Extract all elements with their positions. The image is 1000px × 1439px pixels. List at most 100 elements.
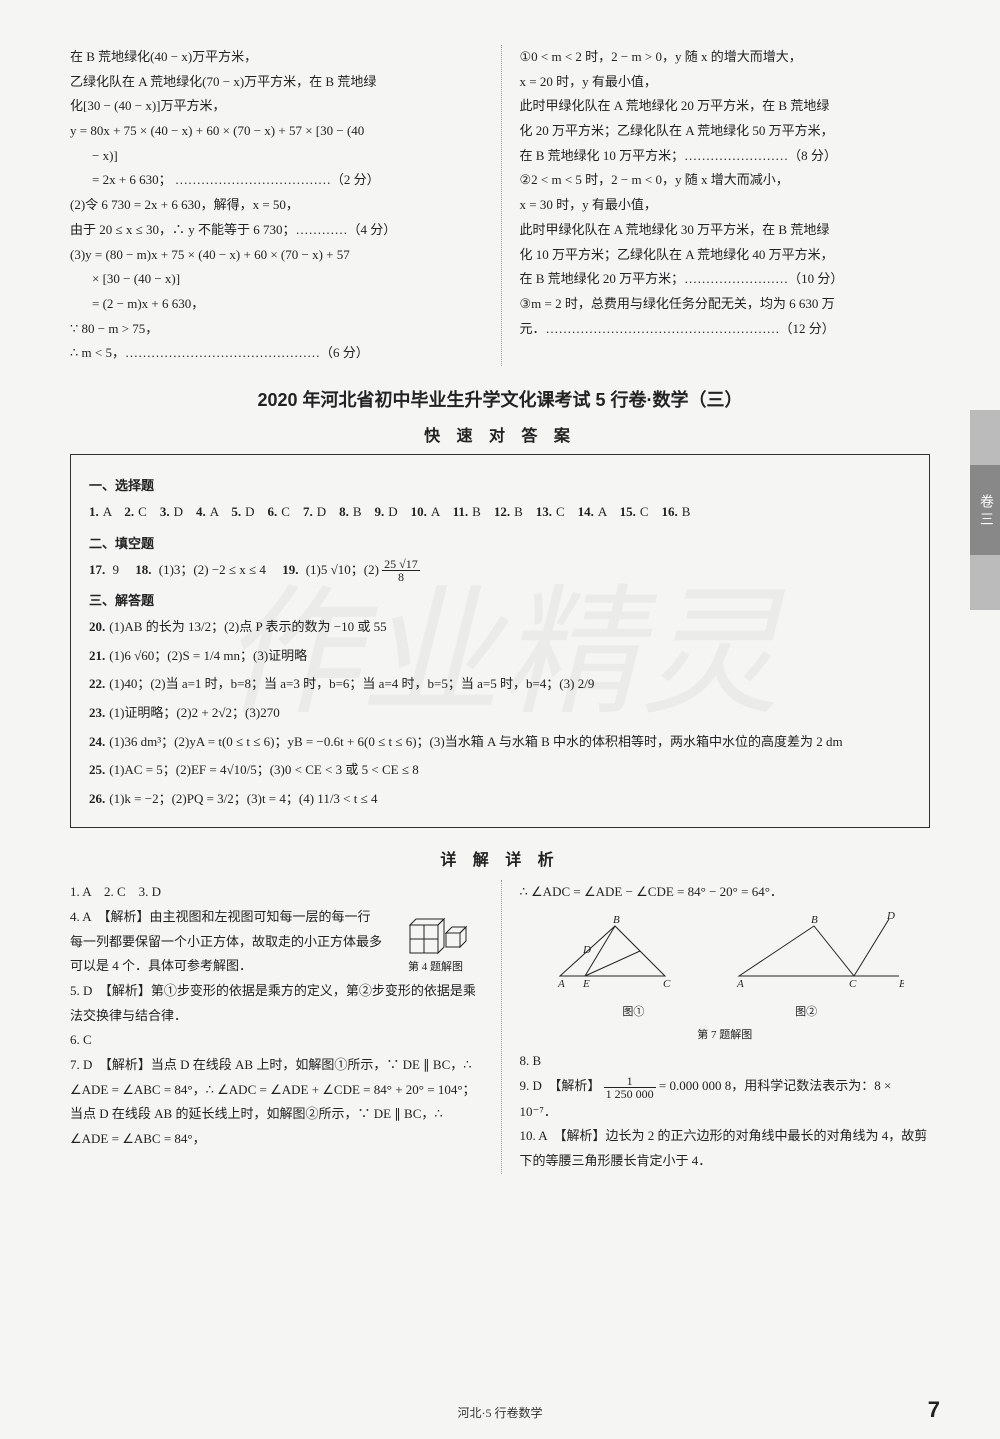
line: = (2 − m)x + 6 630，: [70, 292, 481, 317]
q-num: 6.: [268, 504, 278, 519]
mc-answer: A: [431, 504, 453, 519]
detail-columns: 1. A 2. C 3. D 第 4 题解图: [70, 880, 930, 1173]
line: ①0 < m < 2 时，2 − m > 0，y 随 x 的增大而增大，: [520, 45, 931, 70]
svg-text:A: A: [557, 978, 565, 990]
quick-answer-box: 作业精灵 一、选择题 1.A 2.C 3.D 4.A 5.D 6.C 7.D 8…: [70, 454, 930, 828]
q-num: 8.: [339, 504, 349, 519]
solve-25: 25.(1)AC = 5；(2)EF = 4√10/5；(3)0 < CE < …: [89, 756, 911, 785]
tab-segment: [970, 555, 1000, 610]
fraction: 1 1 250 000: [604, 1075, 656, 1100]
line: ②2 < m < 5 时，2 − m < 0，y 随 x 增大而减小，: [520, 168, 931, 193]
mc-answer: A: [210, 504, 232, 519]
side-tab: 卷 三: [970, 410, 1000, 620]
line: 6. C: [70, 1028, 481, 1053]
solve-20: 20.(1)AB 的长为 13/2；(2)点 P 表示的数为 −10 或 55: [89, 613, 911, 642]
line: ∴ ∠ADC = ∠ADE − ∠CDE = 84° − 20° = 64°．: [520, 880, 931, 905]
line: ∴ m < 5，………………………………………（6 分）: [70, 341, 481, 366]
main-title: 2020 年河北省初中毕业生升学文化课考试 5 行卷·数学（三）: [70, 386, 930, 412]
solve-21: 21.(1)6 √60；(2)S = 1/4 mn；(3)证明略: [89, 642, 911, 671]
q-num: 17.: [89, 562, 105, 577]
line: x = 20 时，y 有最小值，: [520, 70, 931, 95]
svg-text:D: D: [886, 911, 895, 922]
q-num: 1.: [89, 504, 99, 519]
triangle-diagram-2-icon: A C E B D: [724, 911, 904, 991]
mc-answer: C: [640, 504, 662, 519]
mc-answer: D: [174, 504, 196, 519]
detail-right-col: ∴ ∠ADC = ∠ADE − ∠CDE = 84° − 20° = 64°． …: [501, 880, 931, 1173]
line: 化 10 万平方米；乙绿化队在 A 荒地绿化 40 万平方米，: [520, 243, 931, 268]
fraction: 25 √17 8: [382, 558, 420, 583]
line: 此时甲绿化队在 A 荒地绿化 20 万平方米，在 B 荒地绿: [520, 94, 931, 119]
solve-23: 23.(1)证明略；(2)2 + 2√2；(3)270: [89, 699, 911, 728]
line: 8. B: [520, 1049, 931, 1074]
mc-answer: D: [388, 504, 410, 519]
tab-label: 卷 三: [970, 465, 1000, 555]
detail-left-col: 1. A 2. C 3. D 第 4 题解图: [70, 880, 481, 1173]
tab-segment: [970, 410, 1000, 465]
top-left-col: 在 B 荒地绿化(40 − x)万平方米， 乙绿化队在 A 荒地绿化(70 − …: [70, 45, 481, 366]
q-num: 16.: [662, 504, 678, 519]
solve-22: 22.(1)40；(2)当 a=1 时，b=8；当 a=3 时，b=6；当 a=…: [89, 670, 911, 699]
q-num: 9.: [375, 504, 385, 519]
mc-answer: B: [682, 504, 704, 519]
page-number: 7: [928, 1397, 940, 1423]
line: 化[30 − (40 − x)]万平方米，: [70, 94, 481, 119]
solve-26: 26.(1)k = −2；(2)PQ = 3/2；(3)t = 4；(4) 11…: [89, 785, 911, 814]
line: 9. D 【解析】 1 1 250 000 = 0.000 000 8，用科学记…: [520, 1074, 931, 1124]
line: (2)令 6 730 = 2x + 6 630，解得，x = 50，: [70, 193, 481, 218]
q-num: 11.: [453, 504, 469, 519]
q-num: 13.: [536, 504, 552, 519]
svg-text:B: B: [811, 914, 818, 926]
line: 1. A 2. C 3. D: [70, 880, 481, 905]
q-num: 18.: [135, 562, 151, 577]
line: 7. D 【解析】当点 D 在线段 AB 上时，如解图①所示，∵ DE ∥ BC…: [70, 1053, 481, 1152]
q-num: 12.: [494, 504, 510, 519]
q-num: 7.: [303, 504, 313, 519]
top-right-col: ①0 < m < 2 时，2 − m > 0，y 随 x 的增大而增大， x =…: [501, 45, 931, 366]
line: 此时甲绿化队在 A 荒地绿化 30 万平方米，在 B 荒地绿: [520, 218, 931, 243]
footer-text: 河北·5 行卷数学: [0, 1404, 1000, 1421]
mc-answer: B: [472, 504, 494, 519]
mc-answer: D: [245, 504, 267, 519]
line: − x)]: [70, 144, 481, 169]
fig-caption: 第 4 题解图: [408, 961, 463, 973]
solve-24: 24.(1)36 dm³；(2)yA = t(0 ≤ t ≤ 6)；yB = −…: [89, 728, 911, 757]
line: = 2x + 6 630； ………………………………（2 分）: [70, 168, 481, 193]
line: 由于 20 ≤ x ≤ 30，∴ y 不能等于 6 730；…………（4 分）: [70, 218, 481, 243]
fig7-caption: 第 7 题解图: [520, 1025, 931, 1046]
mc-answer: D: [317, 504, 339, 519]
figure-7: A E C D B A C E B D 图① 图②: [520, 911, 931, 1045]
svg-text:D: D: [582, 944, 591, 956]
q-num: 15.: [620, 504, 636, 519]
ans: 9: [113, 562, 120, 577]
q-num: 4.: [196, 504, 206, 519]
fig7-sublabels: 图① 图②: [520, 1002, 931, 1023]
line: (3)y = (80 − m)x + 75 × (40 − x) + 60 × …: [70, 243, 481, 268]
line: 化 20 万平方米；乙绿化队在 A 荒地绿化 50 万平方米，: [520, 119, 931, 144]
svg-text:B: B: [613, 914, 620, 926]
mc-answer: C: [281, 504, 303, 519]
svg-text:E: E: [898, 978, 904, 990]
svg-text:E: E: [582, 978, 590, 990]
q-num: 10.: [411, 504, 427, 519]
line: y = 80x + 75 × (40 − x) + 60 × (70 − x) …: [70, 119, 481, 144]
figure-4: 第 4 题解图: [391, 905, 481, 978]
q-num: 14.: [578, 504, 594, 519]
section-2-label: 二、填空题: [89, 533, 911, 552]
line: ∵ 80 − m > 75，: [70, 317, 481, 342]
mc-answer: C: [556, 504, 578, 519]
mc-answer: A: [598, 504, 620, 519]
svg-text:C: C: [663, 978, 671, 990]
q-num: 2.: [124, 504, 134, 519]
mc-answer: B: [353, 504, 375, 519]
line: ③m = 2 时，总费用与绿化任务分配无关，均为 6 630 万: [520, 292, 931, 317]
q-num: 3.: [160, 504, 170, 519]
mc-answer: A: [103, 504, 125, 519]
line: 在 B 荒地绿化 20 万平方米；……………………（10 分）: [520, 267, 931, 292]
svg-text:A: A: [736, 978, 744, 990]
q-num: 5.: [231, 504, 241, 519]
line: 10. A 【解析】边长为 2 的正六边形的对角线中最长的对角线为 4，故剪下的…: [520, 1124, 931, 1173]
line: x = 30 时，y 有最小值，: [520, 193, 931, 218]
top-solution-columns: 在 B 荒地绿化(40 − x)万平方米， 乙绿化队在 A 荒地绿化(70 − …: [70, 45, 930, 366]
line: 元．………………………………………………（12 分）: [520, 317, 931, 342]
